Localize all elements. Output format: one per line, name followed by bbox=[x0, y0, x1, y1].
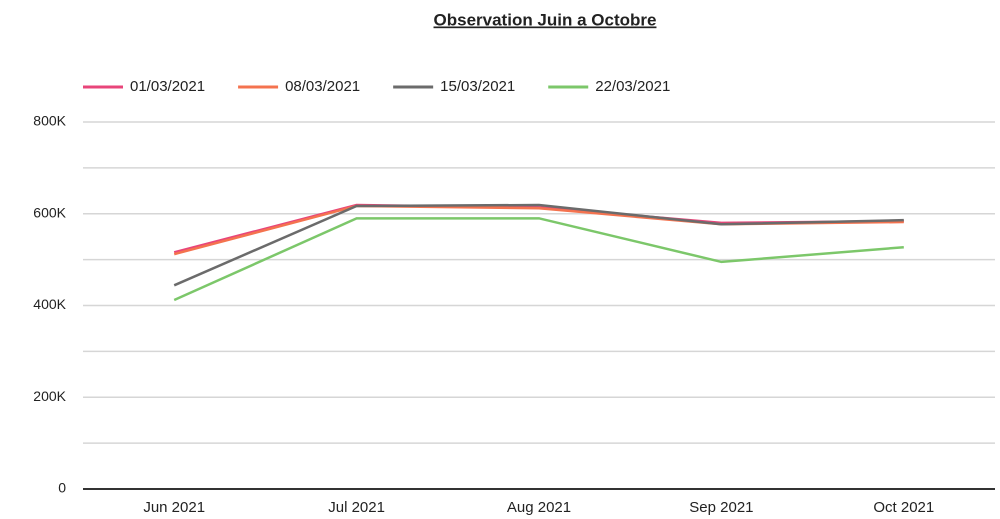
legend-label: 08/03/2021 bbox=[285, 78, 360, 95]
x-tick-label: Sep 2021 bbox=[689, 499, 753, 516]
y-tick-label: 200K bbox=[33, 388, 66, 404]
y-tick-label: 800K bbox=[33, 113, 66, 129]
series-line bbox=[173, 203, 904, 287]
x-tick-label: Oct 2021 bbox=[873, 499, 934, 516]
y-tick-label: 400K bbox=[33, 296, 66, 312]
legend-label: 01/03/2021 bbox=[130, 78, 205, 95]
x-tick-label: Jun 2021 bbox=[143, 499, 205, 516]
y-tick-label: 600K bbox=[33, 204, 66, 220]
x-tick-label: Aug 2021 bbox=[507, 499, 571, 516]
legend-label: 15/03/2021 bbox=[440, 78, 515, 95]
series-line bbox=[173, 203, 904, 254]
x-tick-label: Jul 2021 bbox=[328, 499, 385, 516]
series-line bbox=[173, 217, 904, 302]
legend-label: 22/03/2021 bbox=[595, 78, 670, 95]
y-tick-label: 0 bbox=[58, 480, 66, 496]
chart-title: Observation Juin a Octobre bbox=[434, 10, 657, 29]
